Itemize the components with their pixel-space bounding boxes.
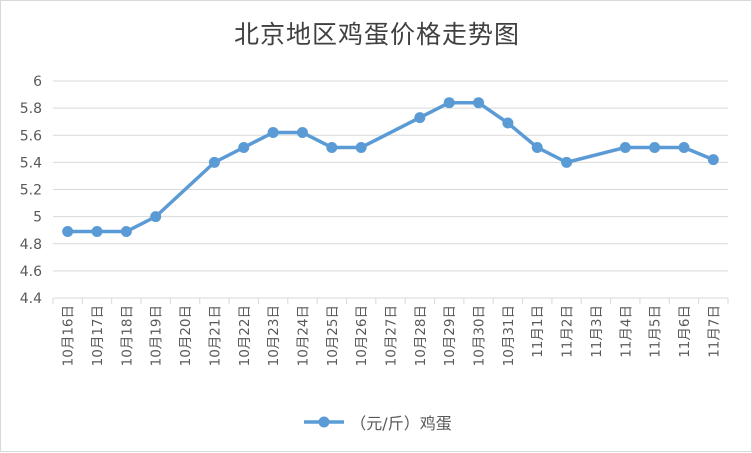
x-tick-label: 10月31日	[501, 305, 517, 366]
data-point	[238, 141, 250, 153]
legend: （元/斤）鸡蛋	[1, 410, 752, 434]
data-point	[355, 141, 367, 153]
x-tick-label: 11月4日	[618, 305, 634, 358]
data-point	[414, 112, 426, 124]
x-tick-label: 11月5日	[648, 305, 664, 358]
data-point	[619, 141, 631, 153]
x-tick-label: 10月28日	[413, 305, 429, 366]
y-tick-label: 5.4	[20, 155, 42, 171]
x-tick-label: 10月19日	[149, 305, 165, 366]
x-tick-label: 10月23日	[266, 305, 282, 366]
y-tick-label: 5.2	[20, 183, 42, 199]
data-point	[649, 141, 661, 153]
y-tick-label: 6	[33, 74, 42, 90]
data-point	[62, 226, 74, 238]
legend-label: （元/斤）鸡蛋	[350, 414, 452, 433]
data-point	[473, 97, 485, 109]
data-point	[561, 156, 573, 168]
series-line	[65, 100, 716, 234]
data-point	[502, 117, 514, 129]
x-tick-label: 10月20日	[178, 305, 194, 366]
x-tick-label: 10月21日	[207, 305, 223, 366]
x-tick-label: 10月22日	[237, 305, 253, 366]
data-point	[326, 141, 338, 153]
x-tick-label: 10月25日	[325, 305, 341, 366]
x-tick-label: 10月17日	[90, 305, 106, 366]
legend-marker-icon	[304, 416, 345, 428]
x-tick-label: 10月24日	[295, 305, 311, 366]
x-tick-label: 10月29日	[442, 305, 458, 366]
data-point	[150, 211, 162, 223]
data-point	[208, 156, 220, 168]
x-tick-label: 10月26日	[354, 305, 370, 366]
x-tick-label: 11月7日	[706, 305, 722, 358]
data-point	[267, 127, 279, 139]
x-tick-label: 10月27日	[384, 305, 400, 366]
data-point	[531, 141, 543, 153]
x-tick-label: 11月3日	[589, 305, 605, 358]
y-tick-label: 4.4	[20, 291, 42, 307]
data-point	[678, 141, 690, 153]
x-tick-label: 11月1日	[530, 305, 546, 358]
x-tick-label: 10月16日	[61, 305, 77, 366]
y-tick-label: 5.6	[20, 128, 42, 144]
data-point	[91, 226, 103, 238]
x-tick-label: 10月30日	[472, 305, 488, 366]
data-point	[296, 127, 308, 139]
x-tick-label: 10月18日	[119, 305, 135, 366]
y-tick-label: 5	[33, 210, 42, 226]
chart-title: 北京地区鸡蛋价格走势图	[233, 20, 520, 49]
data-point	[443, 97, 455, 109]
data-point	[120, 226, 132, 238]
y-tick-label: 4.6	[20, 264, 42, 280]
x-tick-label: 11月6日	[677, 305, 693, 358]
y-tick-label: 5.8	[20, 101, 42, 117]
x-tick-label: 11月2日	[560, 305, 576, 358]
y-tick-label: 4.8	[20, 237, 42, 253]
data-point	[707, 154, 719, 166]
